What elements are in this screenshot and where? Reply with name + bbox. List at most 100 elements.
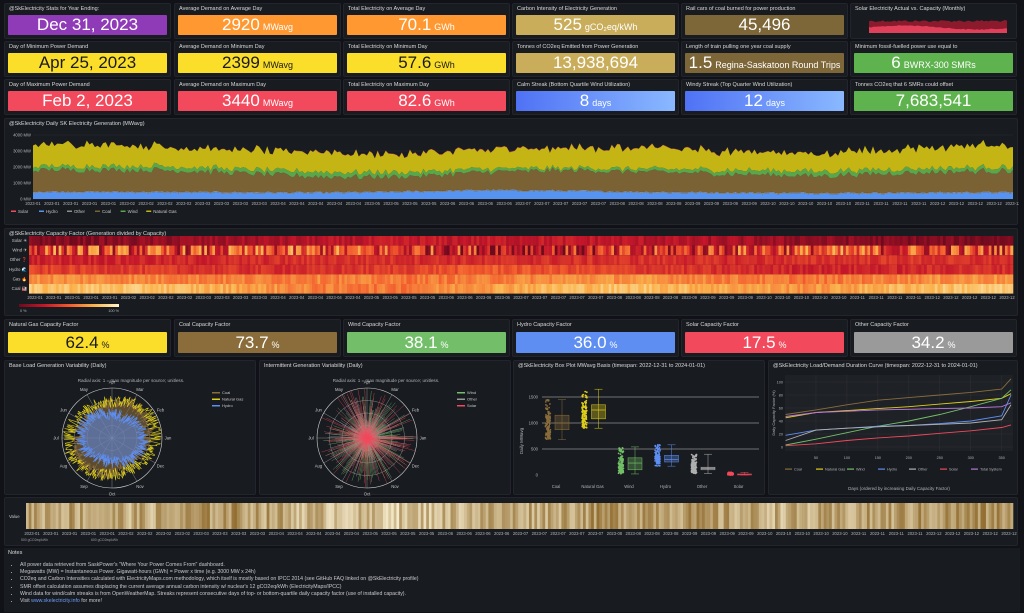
legend-item[interactable]: Coal <box>212 390 230 395</box>
heatmap-cell <box>382 264 386 275</box>
data-point <box>620 459 622 462</box>
heatmap-cell <box>921 264 925 275</box>
data-point <box>548 416 551 419</box>
heatmap-cell <box>603 255 607 265</box>
data-point <box>620 448 623 451</box>
strip-cell <box>556 503 560 529</box>
angular-tick-label: Jun <box>315 408 322 413</box>
legend-item[interactable]: Coal <box>785 468 802 472</box>
heatmap-cell <box>627 284 631 294</box>
panel-title: Tonnes CO2eq that 6 SMRs could offset <box>855 82 954 88</box>
carbon-intensity-strip-panel: Value 2023-01 2023-01 2023-01 2023-01 2023-01… <box>4 497 1018 546</box>
heatmap-cell <box>816 264 820 275</box>
data-point <box>547 435 550 438</box>
heatmap-cell <box>853 245 857 256</box>
legend-item[interactable]: Hydro <box>878 468 897 472</box>
heatmap-cell <box>829 245 833 256</box>
heatmap-cell <box>223 264 227 275</box>
heatmap-cell <box>88 284 92 294</box>
strip-cell <box>934 503 938 529</box>
heatmap-cell <box>519 255 523 265</box>
heatmap-cell <box>427 274 431 284</box>
heatmap-cell <box>471 264 475 275</box>
heatmap-cell <box>867 264 871 275</box>
heatmap-cell <box>112 255 116 265</box>
x-tick-label: 2023-04 <box>346 201 362 206</box>
heatmap-cell <box>64 255 68 265</box>
x-tick-label: 2023-03 <box>252 295 268 300</box>
heatmap-cell <box>522 255 526 265</box>
heatmap-cell <box>643 274 647 284</box>
strip-cell <box>804 503 808 529</box>
legend-item[interactable]: Wind <box>847 468 865 472</box>
legend-item[interactable]: Other <box>67 209 86 214</box>
heatmap-cell <box>552 255 555 265</box>
heatmap-cell <box>441 255 445 265</box>
data-point <box>692 472 695 474</box>
heatmap-cell <box>53 274 57 284</box>
legend-item[interactable]: Hydro <box>39 209 58 214</box>
strip-cell <box>304 503 308 529</box>
legend-item[interactable]: Coal <box>95 209 111 214</box>
legend-item[interactable]: Hydro <box>212 403 233 408</box>
legend-item[interactable]: Other <box>909 468 928 472</box>
heatmap-cell <box>134 274 138 284</box>
heatmap-cell <box>223 274 227 284</box>
strip-cell <box>923 503 927 529</box>
legend-item[interactable]: Solar <box>457 403 477 408</box>
legend-item[interactable]: Other <box>457 397 478 402</box>
heatmap-cell <box>88 274 92 284</box>
heatmap-cell <box>115 236 119 246</box>
heatmap-cell <box>99 245 103 256</box>
strip-cell <box>734 503 738 529</box>
legend-item[interactable]: Wind <box>457 390 476 395</box>
strip-cell <box>677 503 681 529</box>
heatmap-cell <box>729 236 733 246</box>
strip-cell <box>201 503 205 529</box>
heatmap-cell <box>950 284 954 294</box>
heatmap-cell <box>287 245 291 256</box>
heatmap-cell <box>314 245 318 256</box>
heatmap-cell <box>888 245 892 256</box>
legend-item[interactable]: Wind <box>120 209 139 214</box>
heatmap-cell <box>729 274 733 284</box>
heatmap-cell <box>314 284 318 294</box>
heatmap-cell <box>460 284 464 294</box>
website-link[interactable]: www.skelectricity.info <box>31 598 80 605</box>
heatmap-cell <box>565 255 569 265</box>
heatmap-cell <box>692 236 696 246</box>
heatmap-cell <box>387 236 391 246</box>
heatmap-cell <box>767 284 771 294</box>
heatmap-cell <box>212 255 216 265</box>
strip-cell <box>980 503 984 529</box>
heatmap-cell <box>452 245 456 256</box>
legend-swatch <box>67 210 72 212</box>
legend-item[interactable]: Natural Gas <box>212 397 243 402</box>
legend-item[interactable]: Total System <box>971 468 1002 472</box>
legend-item[interactable]: Solar <box>11 209 29 214</box>
stat-value: 45,496 <box>738 15 791 34</box>
heatmap-cell <box>228 264 232 275</box>
stat-value-box: 17.5% <box>685 332 844 353</box>
heatmap-cell <box>711 274 715 284</box>
legend-item[interactable]: Solar <box>940 468 959 472</box>
heatmap-cell <box>285 284 289 294</box>
heatmap-cell <box>702 264 706 275</box>
heatmap-cell <box>681 274 685 284</box>
heatmap-cell <box>266 264 270 275</box>
data-point <box>546 423 548 426</box>
heatmap-cell <box>810 245 814 256</box>
heatmap-cell <box>713 236 717 246</box>
strip-cell <box>44 503 48 529</box>
heatmap-cell <box>134 284 138 294</box>
heatmap-cell <box>390 274 394 284</box>
x-tick-label: 2023-06 <box>459 201 475 206</box>
heatmap-cell <box>870 255 874 265</box>
legend-item[interactable]: Natural Gas <box>816 468 845 472</box>
heatmap-cell <box>630 284 634 294</box>
heatmap-cell <box>500 236 504 246</box>
heatmap-cell <box>287 236 291 246</box>
heatmap-cell <box>306 284 310 294</box>
legend-item[interactable]: Natural Gas <box>146 209 177 214</box>
heatmap-cell <box>198 255 202 265</box>
